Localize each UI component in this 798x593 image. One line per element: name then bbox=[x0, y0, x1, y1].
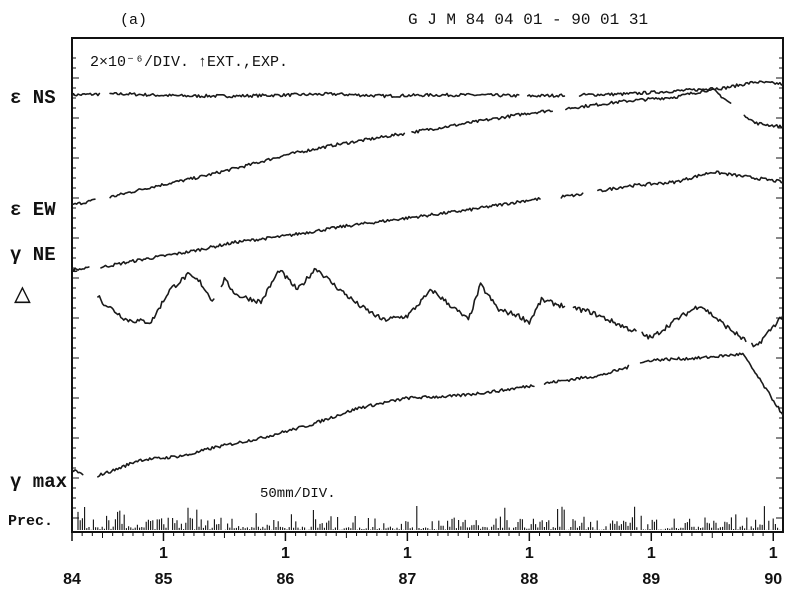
y-axis-ticks bbox=[72, 57, 783, 519]
x-minor-label: 1 bbox=[281, 545, 290, 562]
series-label-ew: ε EW bbox=[10, 199, 56, 221]
x-minor-label: 1 bbox=[525, 545, 534, 562]
precipitation-spikes bbox=[77, 506, 781, 530]
x-major-label: 87 bbox=[398, 571, 416, 588]
x-minor-label: 1 bbox=[159, 545, 168, 562]
x-minor-label: 1 bbox=[769, 545, 778, 562]
series-label-ne: γ NE bbox=[10, 244, 56, 266]
series-label-prec: Prec. bbox=[8, 513, 53, 530]
series-line-0 bbox=[71, 80, 784, 99]
x-major-label: 89 bbox=[642, 571, 660, 588]
scale-annotation: 2×10⁻⁶/DIV. ↑EXT.,EXP. bbox=[90, 54, 288, 71]
series-label-max: γ max bbox=[10, 471, 67, 493]
x-minor-label: 1 bbox=[647, 545, 656, 562]
panel-label: (a) bbox=[120, 12, 147, 29]
series-layer bbox=[71, 80, 784, 478]
x-minor-label: 1 bbox=[403, 545, 412, 562]
series-label-delta: △ bbox=[14, 280, 31, 311]
series-label-ns: ε NS bbox=[10, 87, 56, 109]
series-line-1 bbox=[71, 87, 784, 206]
series-line-2 bbox=[71, 170, 784, 272]
x-major-label: 90 bbox=[764, 571, 782, 588]
x-major-label: 84 bbox=[63, 571, 81, 588]
series-line-4 bbox=[71, 352, 784, 478]
series-line-3 bbox=[71, 266, 784, 348]
chart-title: G J M 84 04 01 - 90 01 31 bbox=[408, 11, 648, 29]
x-major-label: 86 bbox=[277, 571, 295, 588]
precip-scale-annotation: 50mm/DIV. bbox=[260, 486, 336, 502]
x-major-label: 88 bbox=[520, 571, 538, 588]
x-axis-ticks: 84 1 85 1 86 1 87 1 88 1 89 1 90 bbox=[63, 532, 782, 588]
precipitation-bars bbox=[77, 506, 781, 530]
x-major-label: 85 bbox=[155, 571, 173, 588]
